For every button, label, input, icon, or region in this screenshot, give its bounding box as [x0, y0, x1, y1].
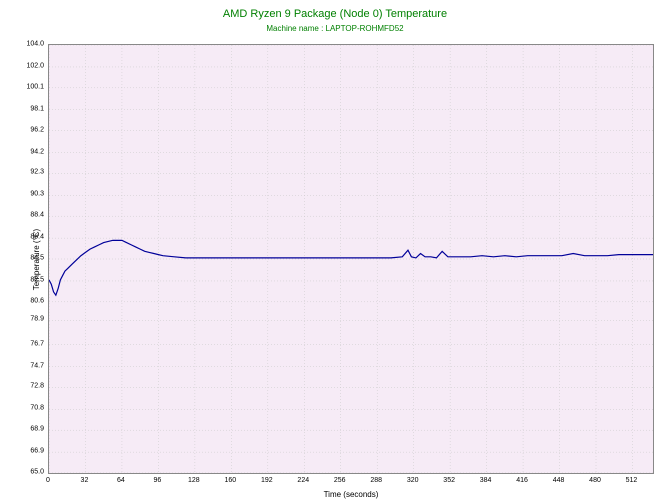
chart-container: AMD Ryzen 9 Package (Node 0) Temperature…: [0, 0, 670, 502]
y-tick: 65.0: [4, 469, 44, 476]
plot-svg: [49, 45, 653, 473]
x-tick: 448: [553, 477, 565, 484]
x-tick: 416: [516, 477, 528, 484]
x-tick: 192: [261, 477, 273, 484]
x-tick: 384: [480, 477, 492, 484]
y-tick: 88.4: [4, 212, 44, 219]
y-tick: 96.2: [4, 126, 44, 133]
y-tick: 76.7: [4, 340, 44, 347]
chart-title: AMD Ryzen 9 Package (Node 0) Temperature: [0, 8, 670, 20]
x-tick: 288: [370, 477, 382, 484]
y-tick: 104.0: [4, 41, 44, 48]
x-tick: 480: [589, 477, 601, 484]
x-tick: 96: [153, 477, 161, 484]
plot-area: [48, 44, 654, 474]
y-tick: 92.3: [4, 169, 44, 176]
x-tick: 128: [188, 477, 200, 484]
y-tick: 102.0: [4, 62, 44, 69]
x-tick: 0: [46, 477, 50, 484]
y-tick: 86.4: [4, 234, 44, 241]
temperature-line: [49, 240, 653, 295]
x-tick: 512: [626, 477, 638, 484]
y-tick: 70.8: [4, 405, 44, 412]
y-tick: 100.1: [4, 83, 44, 90]
x-tick: 32: [81, 477, 89, 484]
y-tick: 78.9: [4, 316, 44, 323]
y-tick: 68.9: [4, 426, 44, 433]
x-tick: 320: [407, 477, 419, 484]
x-tick: 64: [117, 477, 125, 484]
y-tick: 94.2: [4, 148, 44, 155]
y-tick: 80.6: [4, 297, 44, 304]
y-tick: 72.8: [4, 383, 44, 390]
y-tick: 82.5: [4, 276, 44, 283]
x-tick: 224: [297, 477, 309, 484]
y-tick: 74.7: [4, 362, 44, 369]
x-tick: 160: [224, 477, 236, 484]
y-tick: 84.5: [4, 255, 44, 262]
grid: [49, 45, 653, 473]
chart-subtitle: Machine name : LAPTOP-ROHMFD52: [0, 24, 670, 33]
x-tick: 352: [443, 477, 455, 484]
y-tick: 98.1: [4, 105, 44, 112]
x-tick: 256: [334, 477, 346, 484]
x-axis-label: Time (seconds): [48, 490, 654, 499]
y-tick: 90.3: [4, 191, 44, 198]
y-tick: 66.9: [4, 448, 44, 455]
